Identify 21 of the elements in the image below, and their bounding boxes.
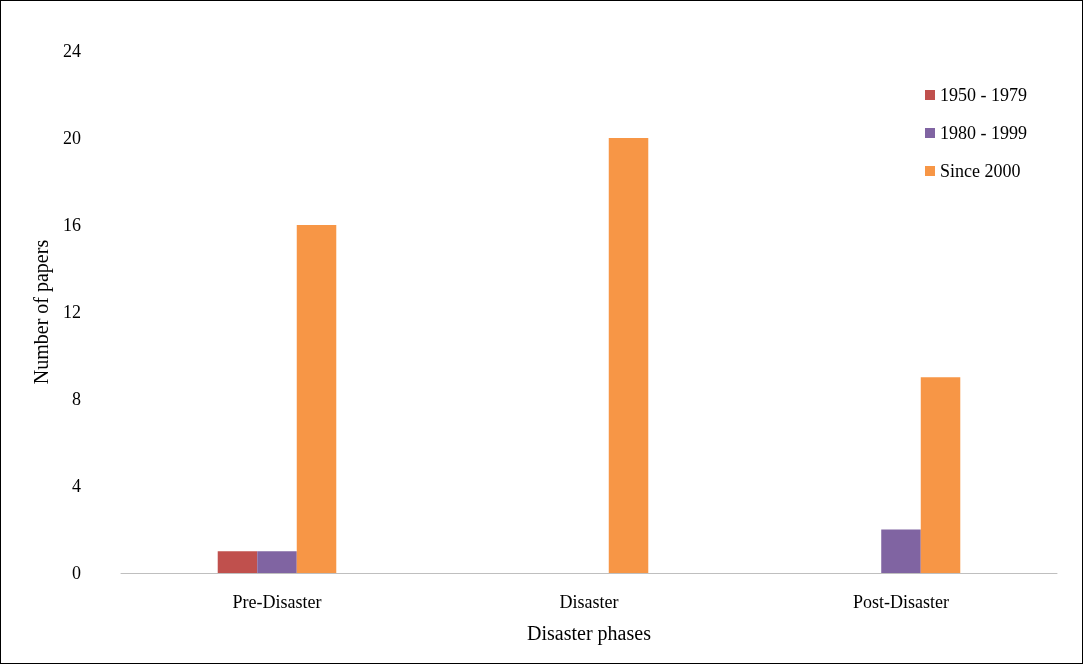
x-tick-label: Pre-Disaster bbox=[232, 592, 322, 612]
bar bbox=[881, 529, 921, 573]
bar bbox=[217, 551, 258, 573]
bar bbox=[296, 225, 337, 573]
y-tick-label: 4 bbox=[72, 476, 81, 496]
y-tick-label: 8 bbox=[72, 389, 81, 409]
x-axis-title: Disaster phases bbox=[527, 622, 652, 645]
legend-label: 1950 - 1979 bbox=[940, 85, 1028, 105]
bar bbox=[920, 377, 961, 573]
y-tick-label: 20 bbox=[63, 128, 81, 148]
y-tick-label: 24 bbox=[63, 41, 81, 61]
x-tick-label: Post-Disaster bbox=[853, 592, 949, 612]
y-tick-label: 0 bbox=[72, 563, 81, 583]
bar bbox=[257, 551, 297, 573]
legend-label: 1980 - 1999 bbox=[940, 123, 1028, 143]
x-tick-label: Disaster bbox=[559, 592, 619, 612]
y-axis-title: Number of papers bbox=[30, 239, 53, 385]
y-tick-label: 12 bbox=[63, 302, 81, 322]
legend-label: Since 2000 bbox=[940, 161, 1021, 181]
bar bbox=[608, 138, 649, 573]
y-tick-label: 16 bbox=[63, 215, 81, 235]
